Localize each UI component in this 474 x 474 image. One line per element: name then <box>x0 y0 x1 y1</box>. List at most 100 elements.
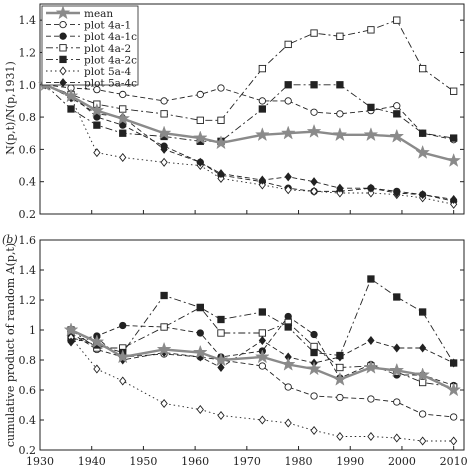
panel-a-point-plot-4a-1 <box>196 90 204 99</box>
legend-label-mean: mean <box>84 8 113 20</box>
panel-a-point-mean <box>89 102 105 117</box>
panel-a-point-plot-5a-4c <box>450 194 458 204</box>
panel-a-point-plot-5a-4 <box>450 199 458 209</box>
panel-a-point-plot-5a-4 <box>217 173 225 183</box>
panel-b-point-plot-4a-2c <box>393 293 401 301</box>
panel-a-series-plot-5a-4c <box>41 80 458 204</box>
panel-b-ytick-label: 1 <box>29 324 36 337</box>
legend-marker-plot-4a-2 <box>59 44 67 52</box>
panel-a-point-plot-4a-2c <box>284 81 292 89</box>
panel-b-point-plot-4a-1 <box>336 393 344 402</box>
legend-label-plot-4a-2c: plot 4a-2c <box>84 54 137 66</box>
panel-a-ticks: 0.2 0.4 0.6 0.8 1.0 1.2 1.4 <box>19 14 464 221</box>
panel-b-point-plot-4a-1 <box>284 383 292 391</box>
panel-b-frame <box>39 239 465 451</box>
panel-a-series-plot-4a-2c <box>41 81 458 145</box>
panel-a-point-mean <box>415 144 431 159</box>
panel-b-ytick-label: 0.4 <box>19 414 37 427</box>
panel-a-point-plot-4a-2c <box>310 81 318 89</box>
panel-a-line-plot-5a-4 <box>44 84 454 205</box>
panel-b-point-mean <box>306 361 322 376</box>
panel-b-series <box>63 275 462 446</box>
legend-marker-plot-4a-1c <box>59 32 67 40</box>
panel-a-line-plot-5a-4c <box>44 84 454 200</box>
panel-b-point-mean <box>63 322 79 337</box>
legend-entry-plot-4a-2c: plot 4a-2c <box>46 54 137 66</box>
panel-b-point-plot-5a-4c <box>393 343 401 353</box>
panel-a-point-mean <box>254 127 270 142</box>
panel-b-point-plot-4a-2 <box>160 323 168 331</box>
legend-marker-plot-4a-2c <box>59 55 67 64</box>
panel-a-series-plot-4a-1c <box>41 81 458 205</box>
panel-b-series-plot-5a-4 <box>67 332 458 446</box>
panel-b-xtick-label: 2000 <box>388 455 416 468</box>
panel-a-point-plot-4a-2 <box>367 26 375 34</box>
legend-label-plot-5a-4c: plot 5a-4c <box>84 78 137 90</box>
panel-a-point-mean <box>115 110 131 125</box>
panel-b-chart: (b) cumulative product of random A(p,t) … <box>2 233 468 468</box>
panel-a-ytick-label: 0.6 <box>19 143 37 156</box>
panel-a-point-plot-5a-4c <box>310 177 318 187</box>
panel-a-point-plot-5a-4c <box>217 169 225 179</box>
panel-b-point-plot-5a-4 <box>419 436 427 446</box>
panel-a-point-plot-5a-4c <box>196 157 204 167</box>
panel-b-xtick-label: 1950 <box>129 455 157 468</box>
panel-a-point-plot-4a-1 <box>93 85 101 94</box>
panel-a-point-plot-4a-2c <box>119 129 127 137</box>
panel-b-point-plot-5a-4 <box>450 436 458 446</box>
panel-b-point-plot-4a-1c <box>284 312 292 321</box>
panel-b-line-plot-4a-2 <box>70 306 454 388</box>
legend-marker-plot-4a-1 <box>59 20 67 29</box>
panel-b-point-mean <box>89 334 105 349</box>
panel-a-point-mean <box>156 125 172 140</box>
panel-a-ytick-label: 1.4 <box>19 14 37 27</box>
panel-a-point-plot-4a-2c <box>93 121 101 129</box>
panel-a-point-plot-5a-4 <box>119 152 127 162</box>
panel-b-line-plot-4a-2c <box>70 278 455 364</box>
panel-a-point-plot-5a-4c <box>393 188 401 198</box>
panel-a-point-plot-5a-4c <box>336 183 344 193</box>
legend-entry-plot-5a-4: plot 5a-4 <box>46 66 131 78</box>
panel-b-xtick-label: 1980 <box>285 455 313 468</box>
panel-b-point-plot-4a-2c <box>367 275 375 283</box>
panel-a-chart: N(p,t)/N(p,1931) 0.2 0.4 0.6 0.8 1.0 1.2 1.4 m… <box>4 3 465 221</box>
panel-b-ytick-label: 1.4 <box>19 264 37 277</box>
panel-b-ylabel: cumulative product of random A(p,t) <box>4 243 17 447</box>
panel-a-point-plot-4a-2 <box>217 116 225 124</box>
panel-b-ytick-label: 0.2 <box>19 444 37 457</box>
legend-label-plot-4a-2: plot 4a-2 <box>84 43 131 55</box>
panel-a-point-plot-4a-2c <box>336 81 344 89</box>
panel-a-point-plot-4a-2c <box>393 110 401 118</box>
panel-a-point-plot-4a-1 <box>217 84 225 92</box>
panel-a-point-plot-4a-1 <box>119 90 127 99</box>
panel-a-ytick-label: 1.0 <box>19 79 37 92</box>
panel-b-point-plot-4a-2c <box>160 291 168 300</box>
panel-b-point-mean <box>389 362 405 377</box>
panel-b-point-plot-5a-4c <box>258 335 266 346</box>
panel-a-point-plot-4a-2 <box>160 110 168 118</box>
panel-a-point-plot-5a-4c <box>258 175 266 185</box>
panel-a-point-plot-5a-4c <box>367 183 375 193</box>
panel-a-point-plot-5a-4c <box>284 172 292 182</box>
panel-a-point-plot-4a-1c <box>119 121 127 129</box>
panel-a-point-plot-5a-4 <box>336 188 344 198</box>
panel-a-point-plot-4a-2c <box>67 105 75 113</box>
panel-b-point-plot-4a-2c <box>217 315 225 324</box>
panel-a-point-mean <box>389 128 405 143</box>
panel-a-series-mean <box>37 77 462 167</box>
panel-b-point-plot-5a-4c <box>419 343 427 353</box>
panel-a-point-mean <box>213 135 229 150</box>
panel-b-point-plot-4a-1c <box>196 329 204 337</box>
panel-b-point-plot-4a-1 <box>310 392 318 400</box>
panel-a-point-mean <box>306 123 322 138</box>
panel-a-point-mean <box>446 152 462 167</box>
panel-a-point-mean <box>332 127 348 142</box>
legend-marker-plot-5a-4 <box>59 66 67 76</box>
panel-a-ytick-label: 0.2 <box>19 208 37 221</box>
panel-a-point-mean <box>280 125 296 140</box>
panel-a-point-plot-4a-1 <box>160 97 168 105</box>
panel-a-ytick-label: 1.2 <box>19 46 37 59</box>
panel-b-point-plot-4a-2c <box>258 308 266 316</box>
panel-b-point-plot-5a-4 <box>393 433 401 443</box>
panel-b-point-plot-5a-4 <box>310 425 318 436</box>
